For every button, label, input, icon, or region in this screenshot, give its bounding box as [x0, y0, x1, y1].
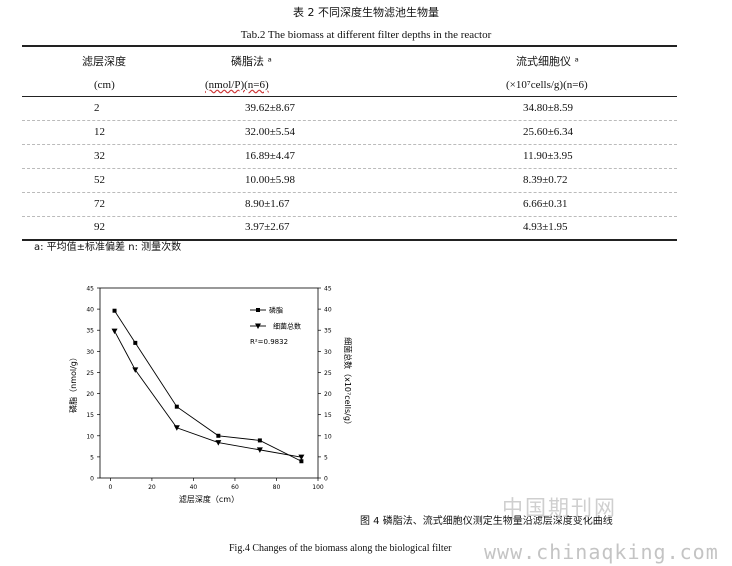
y-tick-label: 25 — [86, 370, 94, 377]
row-divider — [22, 216, 677, 217]
cell-depth: 12 — [94, 126, 105, 138]
cell-phospho: 10.00±5.98 — [245, 174, 296, 186]
header-depth-unit: (cm) — [94, 79, 115, 91]
data-point-square — [174, 404, 179, 409]
data-point-triangle — [256, 447, 263, 453]
header-depth: 滤层深度 — [82, 55, 126, 68]
y-axis-label: 磷脂（nmol/g） — [68, 353, 78, 413]
cell-depth: 32 — [94, 150, 105, 162]
cell-flow: 8.39±0.72 — [523, 174, 568, 186]
y2-tick-label: 25 — [324, 370, 332, 377]
y2-tick-label: 35 — [324, 328, 332, 335]
cell-depth: 2 — [94, 102, 100, 114]
cell-phospho: 39.62±8.67 — [245, 102, 296, 114]
watermark-url: www.chinaqking.com — [484, 540, 719, 564]
header-phospho-unit: (nmol/P)(n=6) — [205, 79, 269, 91]
data-point-triangle — [111, 328, 118, 335]
data-point-triangle — [298, 454, 305, 461]
row-divider — [22, 120, 677, 121]
data-point-square — [216, 433, 221, 438]
cell-depth: 72 — [94, 198, 105, 210]
figure-caption-en: Fig.4 Changes of the biomass along the b… — [229, 543, 452, 554]
x-tick-label: 40 — [190, 484, 198, 491]
x-tick-label: 20 — [148, 484, 156, 491]
y-tick-label: 5 — [90, 454, 94, 461]
cell-depth: 92 — [94, 221, 105, 233]
plot-frame — [99, 287, 319, 479]
y-tick-label: 45 — [86, 286, 94, 293]
cell-flow: 25.60±6.34 — [523, 126, 574, 138]
y-tick-label: 30 — [86, 349, 94, 356]
cell-depth: 52 — [94, 174, 105, 186]
data-point-square — [112, 308, 117, 313]
y2-tick-label: 5 — [324, 454, 328, 461]
y-tick-label: 40 — [86, 307, 94, 314]
y-tick-label: 0 — [90, 476, 94, 483]
y2-tick-label: 10 — [324, 433, 332, 440]
x-tick-label: 60 — [231, 484, 239, 491]
row-divider — [22, 144, 677, 145]
cell-phospho: 3.97±2.67 — [245, 221, 290, 233]
y2-axis-label: 细菌总数（x10⁷cells/g） — [343, 337, 353, 429]
table-header-rule — [22, 96, 677, 97]
legend-marker-triangle — [255, 323, 261, 329]
x-tick-label: 80 — [273, 484, 281, 491]
biomass-depth-chart: 0 0 5 5 10 10 15 15 20 20 25 25 30 30 35 35 40 40 45 45 0 20 4… — [68, 286, 353, 505]
y-tick-label: 10 — [86, 433, 94, 440]
data-point-square — [133, 340, 138, 345]
table-bottom-rule — [22, 239, 677, 241]
cell-phospho: 16.89±4.47 — [245, 150, 296, 162]
y-tick-label: 35 — [86, 328, 94, 335]
data-point-triangle — [215, 440, 222, 446]
data-point-square — [257, 438, 262, 443]
y2-tick-label: 20 — [324, 391, 332, 398]
cell-flow: 6.66±0.31 — [523, 198, 568, 210]
y-tick-label: 20 — [86, 391, 94, 398]
cell-phospho: 8.90±1.67 — [245, 198, 290, 210]
series-line-2 — [114, 330, 302, 458]
x-tick-label: 0 — [108, 484, 112, 491]
y2-tick-label: 45 — [324, 286, 332, 293]
table-top-rule — [22, 45, 677, 47]
x-tick-label: 100 — [312, 484, 324, 491]
x-axis-label: 滤层深度（cm） — [179, 494, 239, 504]
cell-flow: 34.80±8.59 — [523, 102, 574, 114]
y2-tick-label: 30 — [324, 349, 332, 356]
table-title-en: Tab.2 The biomass at different filter de… — [240, 29, 492, 41]
header-flow: 流式细胞仪 ᵃ — [516, 55, 579, 68]
row-divider — [22, 168, 677, 169]
r-squared-annotation: R²=0.9832 — [250, 338, 288, 346]
y2-tick-label: 15 — [324, 412, 332, 419]
cell-flow: 11.90±3.95 — [523, 150, 573, 162]
table-title-cn: 表 2 不同深度生物滤池生物量 — [293, 6, 439, 19]
cell-flow: 4.93±1.95 — [523, 221, 568, 233]
legend-marker-square — [256, 308, 260, 312]
data-point-triangle — [173, 425, 180, 431]
series-line-1 — [114, 310, 302, 462]
watermark-cn: 中国期刊网 — [502, 496, 617, 520]
legend-label-2: 细菌总数 — [273, 322, 301, 331]
header-flow-unit: (×10⁷cells/g)(n=6) — [506, 79, 588, 91]
header-phospho: 磷脂法 ᵃ — [231, 55, 272, 68]
table-note: a: 平均值±标准偏差 n: 测量次数 — [34, 242, 182, 253]
y2-tick-label: 0 — [324, 476, 328, 483]
data-point-triangle — [132, 367, 139, 373]
legend-label-1: 磷脂 — [269, 306, 283, 315]
data-point-square — [299, 459, 304, 464]
row-divider — [22, 192, 677, 193]
cell-phospho: 32.00±5.54 — [245, 126, 296, 138]
figure-caption-cn: 图 4 磷脂法、流式细胞仪测定生物量沿滤层深度变化曲线 — [360, 516, 613, 527]
y2-tick-label: 40 — [324, 307, 332, 314]
y-tick-label: 15 — [86, 412, 94, 419]
